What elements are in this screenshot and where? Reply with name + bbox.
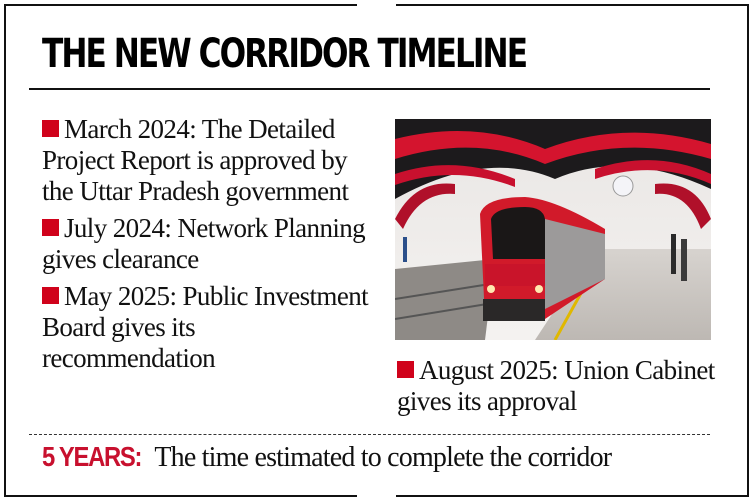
timeline-item-august-2025: August 2025: Union Cabinet gives its app… — [397, 355, 727, 417]
title-divider — [29, 88, 710, 90]
red-square-bullet-icon — [42, 287, 59, 304]
timeline-text: Public Investment Board gives its recomm… — [42, 281, 369, 373]
footer-dashed-divider — [29, 434, 710, 435]
metro-train-photo — [395, 119, 711, 340]
timeline-list: March 2024: The Detailed Project Report … — [42, 114, 372, 380]
red-square-bullet-icon — [42, 120, 59, 137]
footer-text: The time estimated to complete the corri… — [154, 442, 612, 473]
footer-highlight: 5 YEARS: — [42, 441, 142, 472]
timeline-date: August 2025: — [419, 355, 559, 385]
timeline-item-march-2024: March 2024: The Detailed Project Report … — [42, 114, 372, 207]
frame-border-top-left — [4, 4, 357, 6]
timeline-text: Union Cabinet gives its approval — [397, 355, 715, 416]
red-square-bullet-icon — [42, 219, 59, 236]
frame-border-left — [4, 4, 6, 497]
timeline-date: May 2025: — [64, 281, 177, 311]
frame-border-top-right — [396, 4, 749, 6]
timeline-text: The Detailed Project Report is approved … — [42, 114, 349, 206]
timeline-item-july-2024: July 2024: Network Planning gives cleara… — [42, 213, 372, 275]
frame-border-bottom-right — [396, 495, 749, 497]
timeline-text: Network Planning gives clearance — [42, 213, 366, 274]
frame-border-bottom-left — [4, 495, 357, 497]
timeline-date: July 2024: — [64, 213, 172, 243]
timeline-date: March 2024: — [64, 114, 197, 144]
timeline-item-may-2025: May 2025: Public Investment Board gives … — [42, 281, 372, 374]
page-title: THE NEW CORRIDOR TIMELINE — [42, 31, 528, 77]
frame-border-right — [747, 4, 749, 497]
footer-summary: 5 YEARS: The time estimated to complete … — [42, 440, 612, 475]
red-square-bullet-icon — [397, 361, 414, 378]
